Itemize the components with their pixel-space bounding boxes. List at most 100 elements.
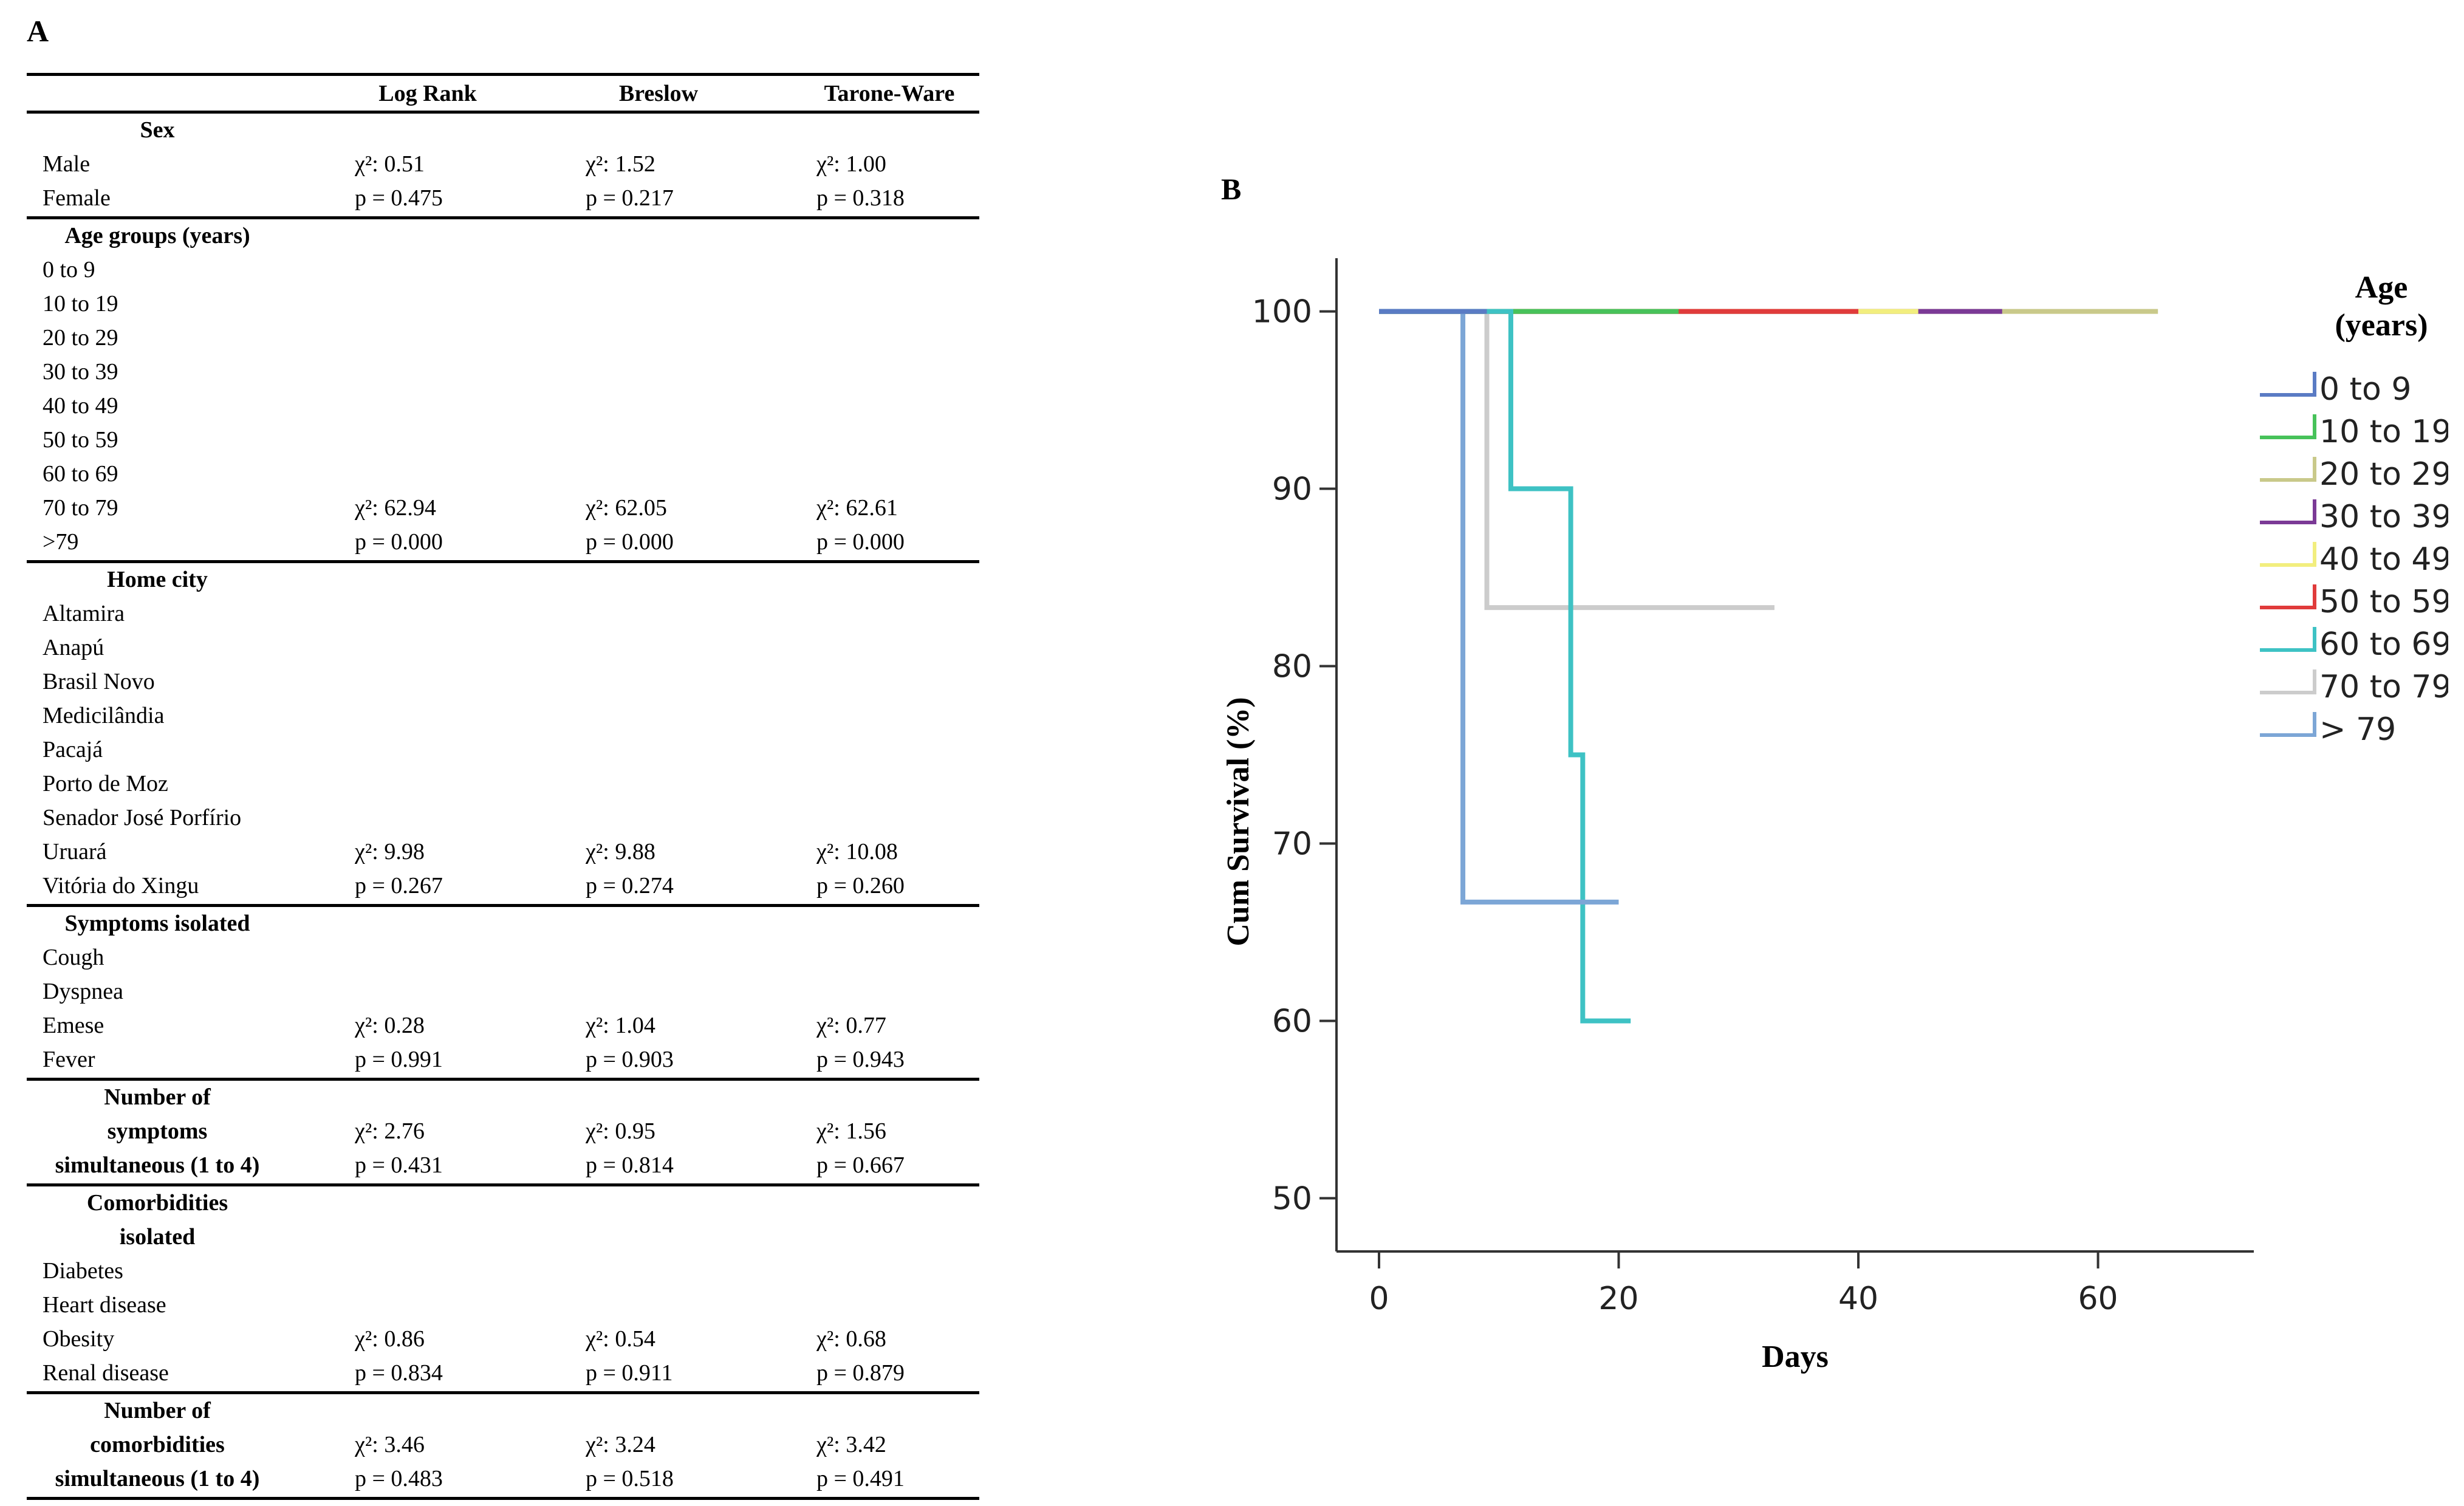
row-label: Vitória do Xingu <box>43 873 199 898</box>
x-tick-label: 40 <box>1838 1281 1878 1317</box>
p-value: p = 0.491 <box>816 1466 905 1491</box>
chi-square-value: χ²: 1.04 <box>586 1013 655 1038</box>
p-value: p = 0.475 <box>355 185 443 211</box>
group-title: isolated <box>119 1224 196 1250</box>
legend-key <box>2260 627 2316 652</box>
row-label: Fever <box>43 1047 95 1072</box>
panel-b-label: B <box>1221 172 1242 206</box>
group-title: simultaneous (1 to 4) <box>55 1152 260 1178</box>
chi-square-value: χ²: 0.54 <box>586 1326 655 1352</box>
column-header: Log Rank <box>378 81 477 106</box>
chi-square-value: χ²: 1.52 <box>586 151 655 177</box>
y-tick-label: 80 <box>1272 649 1312 685</box>
chi-square-value: χ²: 0.95 <box>586 1118 655 1144</box>
legend-label: 70 to 79 <box>2319 669 2448 705</box>
row-label: Anapú <box>43 635 104 660</box>
p-value: p = 0.267 <box>355 873 443 898</box>
row-label: Diabetes <box>43 1258 123 1284</box>
chi-square-value: χ²: 62.61 <box>816 495 898 521</box>
row-label: Cough <box>43 945 104 970</box>
p-value: p = 0.000 <box>816 529 905 555</box>
x-tick-label: 0 <box>1369 1281 1389 1317</box>
legend-key <box>2260 712 2316 737</box>
chi-square-value: χ²: 1.56 <box>816 1118 886 1144</box>
row-label: Medicilândia <box>43 703 165 728</box>
p-value: p = 0.483 <box>355 1466 443 1491</box>
legend-label: 0 to 9 <box>2319 371 2411 408</box>
p-value: p = 0.260 <box>816 873 905 898</box>
x-tick-label: 20 <box>1598 1281 1638 1317</box>
row-label: 30 to 39 <box>43 359 118 385</box>
row-label: Male <box>43 151 91 177</box>
p-value: p = 0.318 <box>816 185 905 211</box>
group-title: Number of <box>104 1398 211 1423</box>
table-header-rule <box>27 111 979 114</box>
table-top-rule <box>27 73 979 76</box>
row-label: 50 to 59 <box>43 427 118 453</box>
legend-key <box>2260 499 2316 524</box>
x-axis-label: Days <box>1762 1340 1829 1374</box>
group-title: Comorbidities <box>86 1190 228 1216</box>
chi-square-value: χ²: 1.00 <box>816 151 886 177</box>
row-label: 20 to 29 <box>43 325 118 351</box>
row-label: Porto de Moz <box>43 771 168 796</box>
series-line-60-to-69 <box>1379 309 1631 1024</box>
row-label: Altamira <box>43 601 125 626</box>
legend-title: (years) <box>2335 308 2428 343</box>
p-value: p = 0.814 <box>586 1152 674 1178</box>
group-rule <box>27 560 979 563</box>
chi-square-value: χ²: 2.76 <box>355 1118 425 1144</box>
chi-square-value: χ²: 0.86 <box>355 1326 425 1352</box>
row-label: Emese <box>43 1013 104 1038</box>
y-tick-label: 70 <box>1272 826 1312 862</box>
p-value: p = 0.879 <box>816 1360 905 1386</box>
group-title: simultaneous (1 to 4) <box>55 1466 260 1491</box>
legend-label: 20 to 29 <box>2319 456 2448 493</box>
chi-square-value: χ²: 62.05 <box>586 495 667 521</box>
survival-chart: 50 60 70 80 90 100 0 20 40 60 Days Cum Survival (%)… <box>1221 258 2448 1374</box>
legend-key <box>2260 457 2316 482</box>
group-rule <box>27 1497 979 1500</box>
row-label: Pacajá <box>43 737 103 762</box>
p-value: p = 0.000 <box>355 529 443 555</box>
group-rule <box>27 1078 979 1081</box>
group-rule <box>27 1391 979 1394</box>
row-label: Heart disease <box>43 1292 166 1318</box>
row-label: Female <box>43 185 111 211</box>
chi-square-value: χ²: 0.77 <box>816 1013 886 1038</box>
chi-square-value: χ²: 9.98 <box>355 839 425 864</box>
row-label: 10 to 19 <box>43 291 118 317</box>
y-tick-label: 50 <box>1272 1180 1312 1217</box>
legend-label: 30 to 39 <box>2319 499 2448 535</box>
panel-a-label: A <box>27 14 49 48</box>
chi-square-value: χ²: 10.08 <box>816 839 898 864</box>
p-value: p = 0.431 <box>355 1152 443 1178</box>
group-title: Sex <box>140 117 175 143</box>
row-label: Uruará <box>43 839 107 864</box>
row-label: 60 to 69 <box>43 461 118 487</box>
chi-square-value: χ²: 0.51 <box>355 151 425 177</box>
y-tick-label: 60 <box>1272 1003 1312 1039</box>
p-value: p = 0.274 <box>586 873 674 898</box>
column-header: Breslow <box>618 81 699 106</box>
group-title: Age groups (years) <box>64 223 250 248</box>
legend-key <box>2260 414 2316 439</box>
group-rule <box>27 904 979 907</box>
legend-label: 50 to 59 <box>2319 584 2448 620</box>
chi-square-value: χ²: 9.88 <box>586 839 655 864</box>
column-header: Tarone-Ware <box>824 81 955 106</box>
row-label: 0 to 9 <box>43 257 95 282</box>
legend-label: > 79 <box>2319 711 2396 748</box>
group-rule <box>27 1183 979 1186</box>
legend-label: 60 to 69 <box>2319 626 2448 663</box>
row-label: Obesity <box>43 1326 115 1352</box>
p-value: p = 0.903 <box>586 1047 674 1072</box>
row-label: Dyspnea <box>43 979 123 1004</box>
p-value: p = 0.911 <box>586 1360 673 1386</box>
group-title: Symptoms isolated <box>64 911 250 936</box>
legend-label: 40 to 49 <box>2319 541 2448 578</box>
group-rule <box>27 216 979 219</box>
chi-square-value: χ²: 3.24 <box>586 1432 655 1457</box>
p-value: p = 0.943 <box>816 1047 905 1072</box>
y-tick-label: 90 <box>1272 471 1312 508</box>
